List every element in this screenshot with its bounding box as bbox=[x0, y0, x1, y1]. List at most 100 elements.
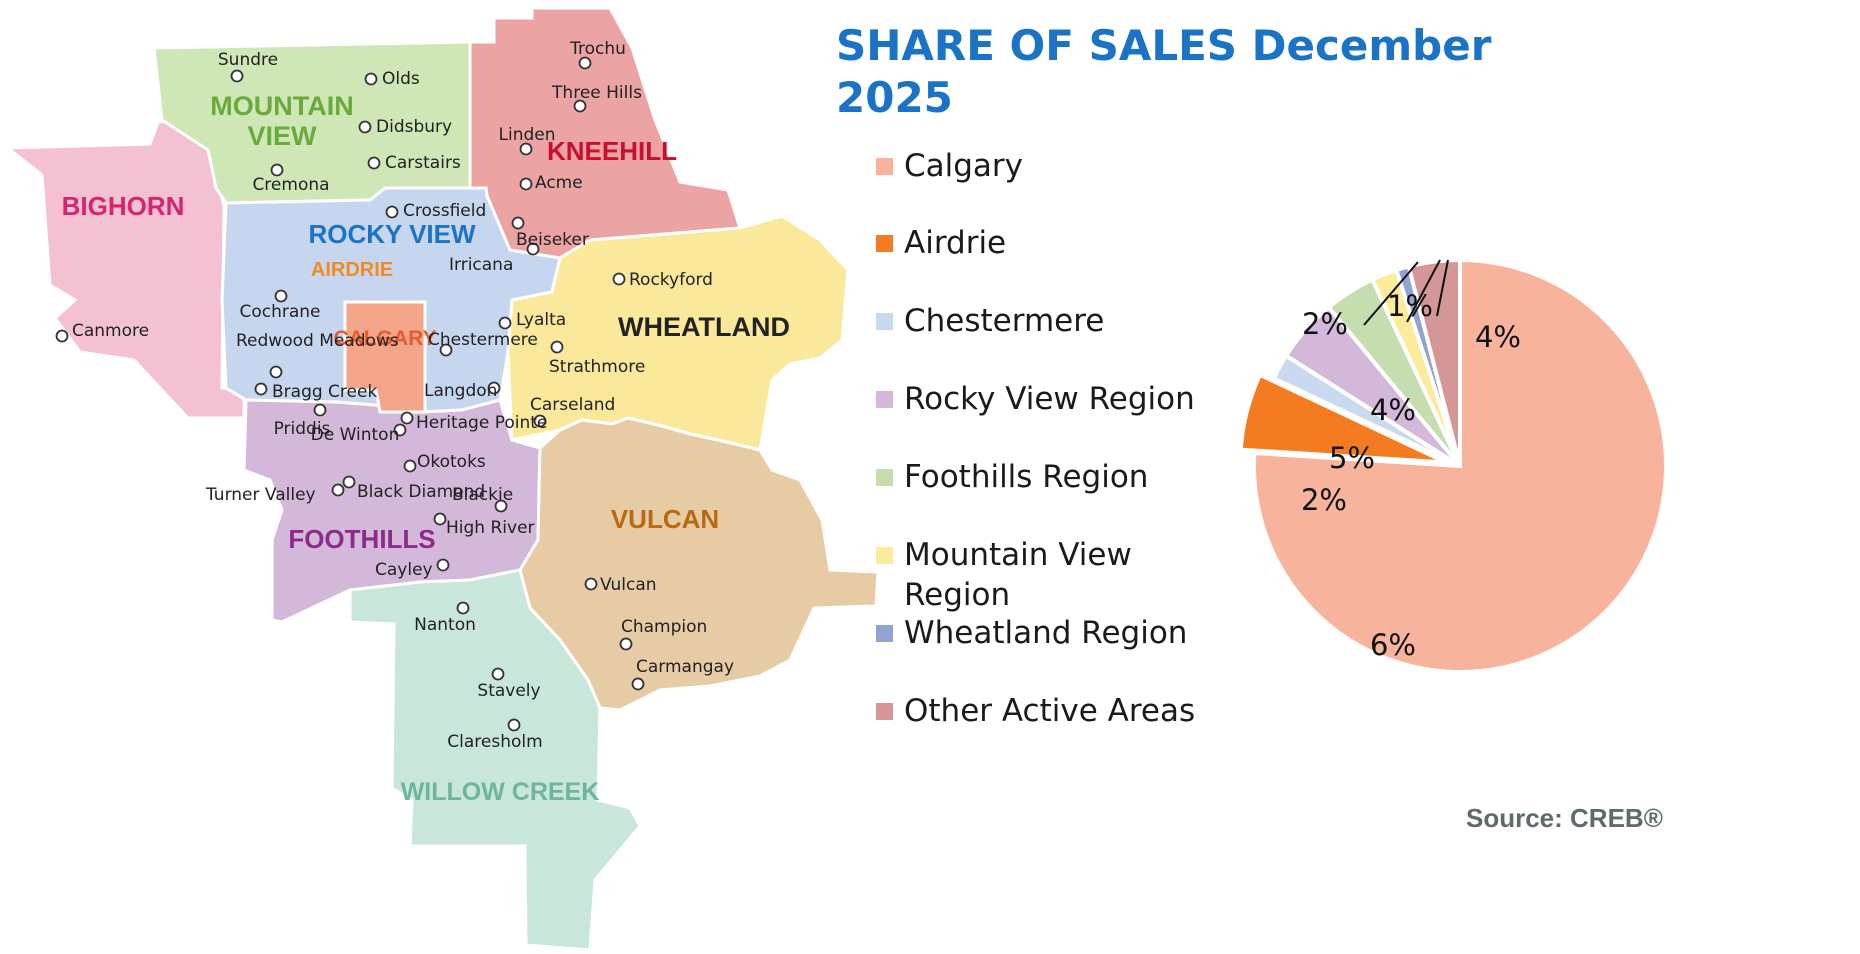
town-marker bbox=[507, 718, 521, 732]
legend-swatch bbox=[876, 469, 893, 486]
region-label-willow-creek: WILLOW CREEK bbox=[401, 778, 600, 806]
town-label: Carmangay bbox=[636, 657, 734, 677]
town-label: Irricana bbox=[449, 255, 513, 275]
town-marker bbox=[270, 163, 284, 177]
legend-swatch bbox=[876, 391, 893, 408]
town-marker bbox=[367, 156, 381, 170]
town-marker bbox=[331, 483, 345, 497]
leader-line bbox=[1406, 259, 1441, 323]
data-label: 4% bbox=[1370, 393, 1416, 427]
town-marker bbox=[313, 403, 327, 417]
town-label: Chestermere bbox=[428, 330, 538, 350]
town-label: Nanton bbox=[414, 615, 476, 635]
town-label: Three Hills bbox=[551, 83, 642, 103]
town-label: Black Diamond bbox=[357, 482, 485, 502]
town-marker bbox=[578, 56, 592, 70]
legend-swatch bbox=[876, 158, 893, 175]
region-calgary bbox=[343, 300, 427, 414]
region-bighorn bbox=[3, 116, 246, 420]
town-marker bbox=[491, 667, 505, 681]
legend-swatch bbox=[876, 625, 893, 642]
region-label-bighorn: BIGHORN bbox=[62, 191, 185, 221]
town-marker bbox=[385, 205, 399, 219]
legend-label: Airdrie bbox=[904, 225, 1007, 261]
legend-label: Mountain View Region bbox=[904, 537, 1132, 613]
town-label: Langdon bbox=[424, 381, 497, 401]
data-label: 4% bbox=[1475, 320, 1521, 354]
region-willow-creek bbox=[348, 568, 642, 952]
pie-slice-airdrie bbox=[1238, 372, 1448, 465]
town-label: High River bbox=[446, 518, 535, 538]
town-marker bbox=[519, 177, 533, 191]
town-label: Vulcan bbox=[600, 575, 657, 595]
region-label-airdrie: AIRDRIE bbox=[311, 259, 393, 281]
town-label: Claresholm bbox=[447, 732, 542, 752]
town-label: Rockyford bbox=[629, 270, 713, 290]
town-label: Lyalta bbox=[516, 310, 566, 330]
town-marker bbox=[439, 343, 453, 357]
data-label: 1% bbox=[1387, 289, 1433, 323]
town-label: Didsbury bbox=[376, 117, 452, 137]
legend-label: Foothills Region bbox=[904, 459, 1149, 495]
legend-label: Rocky View Region bbox=[904, 381, 1195, 417]
legend-swatch bbox=[876, 313, 893, 330]
town-marker bbox=[494, 499, 508, 513]
pie-slice-other-active-areas bbox=[1406, 257, 1462, 467]
legend-label: Other Active Areas bbox=[904, 693, 1196, 729]
town-marker bbox=[364, 72, 378, 86]
town-marker bbox=[436, 558, 450, 572]
town-marker bbox=[519, 142, 533, 156]
legend-label: Wheatland Region bbox=[904, 615, 1188, 651]
town-marker bbox=[55, 329, 69, 343]
region-label-kneehill: KNEEHILL bbox=[547, 136, 677, 166]
town-marker bbox=[487, 381, 501, 395]
leader-line bbox=[1436, 259, 1449, 317]
region-label-foothills: FOOTHILLS bbox=[288, 524, 435, 554]
town-marker bbox=[403, 459, 417, 473]
town-marker bbox=[533, 414, 547, 428]
town-label: Beiseker bbox=[516, 230, 589, 250]
region-label-calgary: CALGARY bbox=[333, 327, 436, 350]
town-label: Turner Valley bbox=[205, 485, 316, 505]
town-marker bbox=[631, 677, 645, 691]
data-label: 6% bbox=[1370, 628, 1416, 662]
town-label: Heritage Pointe bbox=[416, 413, 547, 433]
town-label: Redwood Meadows bbox=[236, 331, 399, 351]
town-marker bbox=[498, 316, 512, 330]
town-label: De Winton bbox=[311, 425, 400, 445]
pie-slice-calgary bbox=[1252, 257, 1668, 674]
region-label-rocky-view: ROCKY VIEW bbox=[308, 219, 476, 249]
legend-swatch bbox=[876, 703, 893, 720]
town-label: Bragg Creek bbox=[272, 382, 377, 402]
town-label: Champion bbox=[621, 617, 707, 637]
region-label-vulcan: VULCAN bbox=[611, 504, 719, 534]
legend-label: Calgary bbox=[904, 148, 1024, 184]
town-label: Cochrane bbox=[239, 302, 320, 322]
town-label: Cremona bbox=[252, 175, 329, 195]
town-label: Strathmore bbox=[549, 357, 645, 377]
town-label: Linden bbox=[499, 125, 556, 145]
town-marker bbox=[269, 365, 283, 379]
legend-swatch bbox=[876, 235, 893, 252]
town-label: Sundre bbox=[218, 50, 278, 70]
legend-swatch bbox=[876, 547, 893, 564]
town-marker bbox=[393, 423, 407, 437]
town-marker bbox=[342, 475, 356, 489]
town-label: Olds bbox=[382, 69, 420, 89]
town-marker bbox=[612, 272, 626, 286]
town-marker bbox=[619, 637, 633, 651]
town-label: Cayley bbox=[375, 560, 433, 580]
data-label: 2% bbox=[1301, 483, 1347, 517]
legend-label: Chestermere bbox=[904, 303, 1105, 339]
town-marker bbox=[274, 289, 288, 303]
region-map: BIGHORN MOUNTAIN VIEW KNEEHILL ROCKY VIE… bbox=[3, 6, 880, 952]
town-label: Okotoks bbox=[417, 452, 486, 472]
town-marker bbox=[254, 382, 268, 396]
pie-chart: 76%6%2%5%4%2%1%4% bbox=[1238, 257, 1668, 674]
town-label: Carstairs bbox=[385, 153, 461, 173]
data-label: 2% bbox=[1302, 307, 1348, 341]
town-label: Priddis bbox=[274, 419, 331, 439]
town-label: Canmore bbox=[72, 321, 149, 341]
town-marker bbox=[358, 120, 372, 134]
region-label-wheatland: WHEATLAND bbox=[618, 312, 790, 342]
